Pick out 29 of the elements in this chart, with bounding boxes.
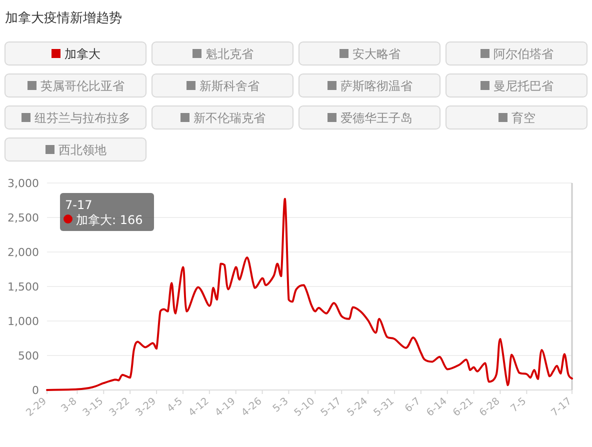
legend-label: 西北领地	[58, 143, 106, 157]
legend-label: 魁北克省	[206, 47, 254, 61]
y-tick-label: 2,000	[8, 246, 39, 259]
y-tick-label: 1,000	[8, 315, 39, 328]
x-tick-label: 5-3	[271, 396, 291, 415]
x-tick-label: 3-8	[60, 396, 80, 415]
legend-label: 曼尼托巴省	[494, 79, 554, 93]
annotation: 7-17 加拿大: 166	[65, 198, 143, 227]
x-tick-label: 4-5	[165, 396, 185, 415]
tooltip: 7-17 加拿大: 166	[60, 193, 154, 231]
legend-label: 加拿大	[64, 47, 100, 61]
legend-label: 纽芬兰与拉布拉多	[34, 111, 130, 125]
x-tick-label: 6-7	[403, 396, 423, 415]
y-tick-label: 3,000	[8, 177, 39, 190]
chart-title: 加拿大疫情新增趋势	[5, 11, 122, 26]
legend-label: 萨斯喀彻温省	[340, 79, 412, 93]
legend-label: 阿尔伯塔省	[494, 47, 554, 61]
y-tick-label: 1,500	[8, 280, 39, 294]
legend-label: 安大略省	[352, 47, 400, 61]
x-tick-label: 7-5	[509, 396, 529, 415]
y-tick-label: 2,500	[8, 212, 39, 224]
legend-label: 新斯科舍省	[200, 79, 260, 93]
y-tick-label: 500	[18, 350, 39, 362]
legend-label: 英属哥伦比亚省	[40, 79, 124, 93]
legend-label: 育空	[512, 111, 536, 125]
y-tick-label: 0	[32, 384, 39, 397]
line-series	[46, 198, 573, 391]
legend-label: 爱德华王子岛	[340, 111, 412, 125]
legend-label: 新不伦瑞克省	[194, 111, 266, 125]
